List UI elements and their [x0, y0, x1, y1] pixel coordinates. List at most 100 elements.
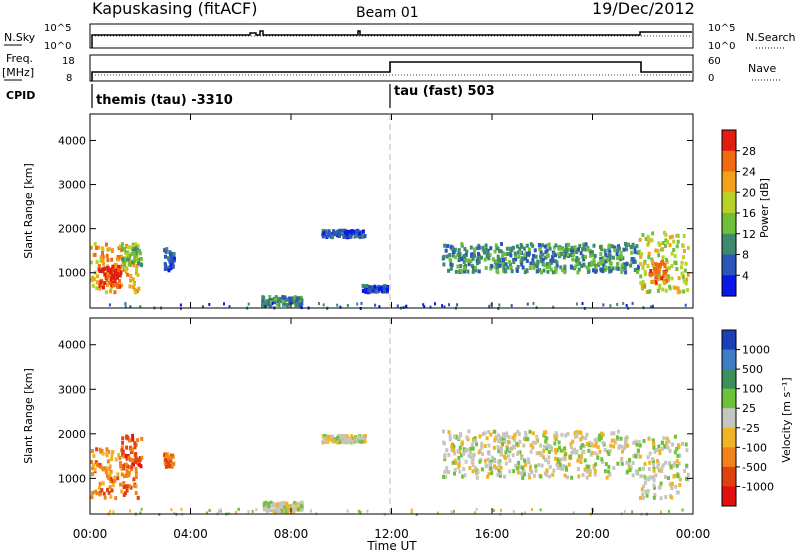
velocity-cell [554, 450, 558, 455]
power-cell [374, 303, 377, 307]
power-cell [589, 253, 592, 258]
power-cell [613, 248, 617, 253]
velocity-cell [134, 491, 138, 495]
velocity-cell [501, 442, 505, 447]
velocity-cell [571, 439, 575, 444]
power-cell [618, 255, 622, 260]
velocity-cell [604, 462, 608, 466]
velocity-cell [98, 447, 102, 452]
velocity-cell [448, 433, 452, 438]
velocity-cell [124, 491, 127, 496]
velocity-cell [653, 485, 656, 490]
power-cell [552, 305, 555, 309]
velocity-cell [626, 469, 629, 474]
velocity-cell [523, 458, 527, 463]
power-cell [98, 283, 102, 288]
power-cell [616, 255, 620, 260]
power-cell [663, 264, 667, 269]
velocity-cell [564, 433, 568, 438]
velocity-cell [125, 445, 129, 450]
velocity-cell [120, 448, 124, 453]
velocity-cell [671, 463, 675, 468]
velocity-cell [454, 461, 458, 465]
velocity-cell [638, 443, 642, 448]
power-cell [541, 252, 545, 257]
velocity-cell [487, 472, 491, 477]
power-cell [136, 248, 140, 253]
power-cell [657, 253, 661, 258]
velocity-cell [503, 456, 507, 461]
velocity-cell [664, 495, 668, 500]
velocity-ytick-label: 2000 [58, 428, 86, 441]
velocity-cell [453, 434, 456, 439]
velocity-cell [493, 459, 497, 464]
power-cell [171, 264, 175, 269]
velocity-cell [329, 437, 333, 442]
power-cell [447, 268, 450, 273]
velocity-cell [492, 445, 496, 450]
velocity-cell [461, 474, 465, 479]
velocity-cell [678, 453, 682, 458]
velocity-cell [518, 439, 522, 444]
velocity-cell [586, 441, 589, 446]
velocity-cell [644, 480, 647, 485]
velocity-cell [660, 466, 664, 470]
velocity-cell [563, 446, 567, 451]
power-ytick-label: 3000 [58, 179, 86, 192]
power-cell [525, 259, 529, 263]
power-cell [271, 301, 274, 305]
power-cell [549, 258, 553, 263]
velocity-cell [473, 511, 476, 515]
power-cell [113, 262, 117, 267]
velocity-cell [518, 450, 522, 455]
velocity-cell [628, 457, 632, 462]
velocity-cell [574, 434, 577, 439]
velocity-cell [499, 470, 503, 475]
velocity-cell [664, 475, 667, 480]
velocity-cell [665, 441, 669, 445]
velocity-cell [283, 505, 287, 510]
velocity-cell [167, 462, 170, 466]
velocity-cell [110, 457, 113, 462]
power-cell [636, 270, 639, 274]
velocity-cell [134, 475, 138, 480]
velocity-cell [562, 456, 566, 461]
power-cell [119, 264, 122, 269]
velocity-cell [139, 464, 143, 469]
velocity-cell [606, 449, 610, 454]
power-cell [118, 279, 122, 284]
power-cell [126, 245, 130, 249]
velocity-cell [543, 431, 547, 436]
power-cell [515, 268, 519, 273]
power-cell [489, 266, 493, 271]
velocity-cell [643, 462, 647, 467]
power-cell [514, 253, 518, 258]
velocity-cell [103, 495, 107, 500]
power-cell [473, 247, 476, 252]
power-cell [353, 234, 357, 239]
power-cell [617, 244, 620, 249]
power-cell [336, 303, 339, 307]
velocity-cell [539, 474, 543, 479]
power-cell [555, 263, 559, 268]
velocity-cell [125, 484, 129, 489]
power-colorbar-tick-label: 16 [742, 207, 756, 220]
power-cell [111, 268, 115, 272]
power-cell [554, 266, 558, 271]
power-cell [286, 304, 289, 308]
velocity-cell [341, 433, 345, 438]
velocity-cell [140, 436, 144, 441]
power-cell [502, 264, 506, 269]
velocity-cell [483, 444, 487, 448]
power-cell [575, 258, 579, 263]
power-colorbar-tick-label: 12 [742, 228, 756, 241]
velocity-cell [651, 459, 655, 464]
power-cell [554, 253, 557, 258]
power-cell [101, 258, 105, 263]
velocity-cell [581, 450, 585, 455]
power-cell [441, 304, 444, 308]
velocity-colorbar-tick-label: -100 [742, 441, 767, 454]
velocity-cell [447, 453, 451, 457]
power-cell [658, 264, 662, 269]
